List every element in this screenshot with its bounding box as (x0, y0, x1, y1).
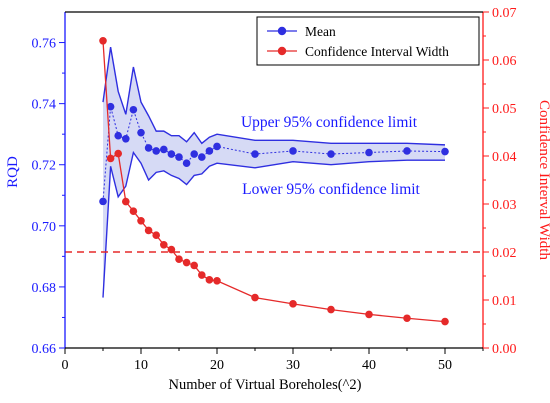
ci-width-point (144, 226, 153, 235)
mean-point (122, 134, 130, 143)
ci-width-point (441, 317, 449, 326)
y-right-tick-label: 0.04 (492, 150, 517, 165)
ci-width-point (213, 277, 221, 285)
x-tick-label: 40 (362, 358, 376, 373)
legend-ci-label: Confidence Interval Width (305, 44, 449, 59)
mean-point (198, 153, 206, 161)
ci-width-point (137, 217, 145, 225)
axes-layer: 0 10 20 30 40 50 0.66 0.68 0.70 0.72 0.74 0.76 0.00 0… (32, 6, 517, 373)
ci-width-point (167, 245, 176, 254)
mean-point (144, 144, 153, 152)
x-axis-title: Number of Virtual Boreholes(^2) (169, 377, 362, 393)
legend-box (256, 16, 480, 66)
mean-point (152, 147, 160, 155)
y-right-tick-label: 0.05 (492, 102, 517, 117)
mean-point (114, 131, 122, 140)
lower-limit-line (102, 150, 445, 298)
mean-point (160, 145, 168, 154)
y-right-tick-label: 0.03 (492, 198, 517, 213)
y-right-tick-label: 0.00 (492, 342, 517, 357)
mean-point (289, 147, 297, 155)
annotation-lower-limit: Lower 95% confidence limit (242, 181, 420, 198)
legend: Mean Confidence Interval Width (256, 16, 480, 66)
ci-width-point (365, 310, 373, 319)
x-tick-label: 50 (438, 358, 452, 373)
y-axis-right-title: Confidence Interval Width (536, 100, 550, 260)
ci-width-point (114, 149, 122, 158)
ci-width-point (129, 207, 138, 215)
ci-width-point (152, 231, 160, 239)
y-right-tick-label: 0.02 (492, 246, 517, 261)
y-left-tick-label: 0.66 (32, 342, 57, 357)
mean-point (213, 142, 221, 151)
mean-series-line (102, 106, 446, 202)
mean-point (167, 150, 176, 158)
ci-width-point (160, 241, 168, 249)
plot-area (65, 12, 483, 348)
y-right-tick-label: 0.06 (492, 54, 517, 69)
ci-width-point (198, 271, 206, 279)
mean-point (137, 128, 145, 137)
ci-width-point (106, 154, 115, 163)
mean-point (365, 148, 373, 157)
mean-point (403, 147, 411, 155)
mean-point (99, 197, 107, 206)
x-tick-label: 0 (62, 358, 69, 373)
y-left-tick-label: 0.74 (32, 98, 57, 113)
y-axis-left-title: RQD (5, 156, 21, 188)
y-left-tick-label: 0.70 (32, 220, 57, 235)
series-layer (65, 37, 483, 326)
legend-ci-marker (277, 46, 287, 56)
mean-point (441, 147, 449, 156)
ci-width-point (175, 255, 183, 263)
y-left-tick-label: 0.68 (32, 281, 57, 296)
y-left-tick-label: 0.76 (32, 37, 57, 52)
ci-width-point (327, 305, 335, 314)
y-right-tick-label: 0.07 (492, 6, 517, 21)
annotation-upper-limit: Upper 95% confidence limit (241, 114, 418, 131)
y-right-tick-label: 0.01 (492, 294, 517, 309)
legend-mean-label: Mean (305, 24, 336, 39)
mean-point (251, 150, 259, 158)
ci-width-point (182, 258, 191, 267)
mean-point (129, 105, 138, 114)
ci-width-series-line (102, 40, 446, 323)
mean-point (106, 102, 115, 111)
y-left-tick-label: 0.72 (32, 159, 57, 174)
x-tick-label: 30 (286, 358, 300, 373)
mean-point (190, 150, 198, 158)
x-tick-label: 20 (210, 358, 224, 373)
ci-width-point (289, 300, 297, 308)
ci-width-point (205, 276, 214, 284)
mean-point (175, 153, 183, 161)
ci-width-point (251, 293, 259, 302)
ci-width-point (122, 197, 130, 206)
mean-point (182, 159, 191, 167)
ci-width-point (403, 314, 411, 323)
upper-limit-line (102, 47, 446, 146)
ci-width-point (190, 261, 198, 270)
ci-width-point (99, 37, 107, 45)
mean-point (205, 147, 214, 155)
x-tick-label: 10 (134, 358, 148, 373)
confidence-band (103, 47, 445, 298)
legend-mean-marker (277, 26, 287, 36)
mean-point (327, 150, 335, 158)
